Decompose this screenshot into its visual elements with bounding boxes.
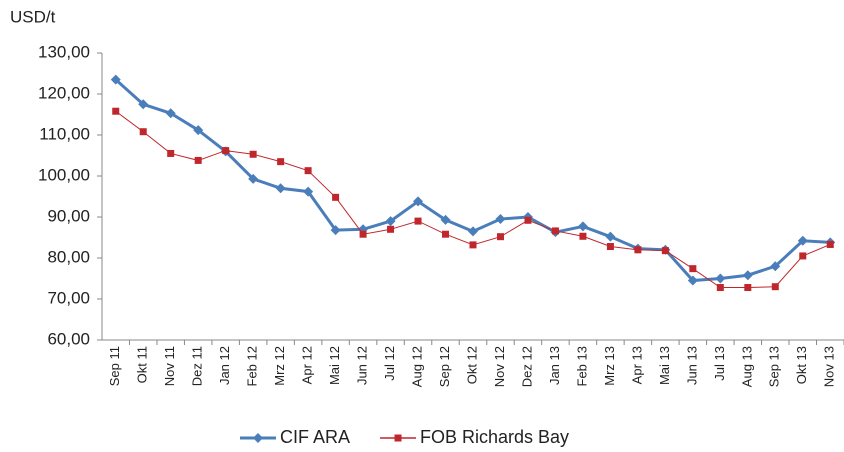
point (771, 283, 779, 291)
x-tick-label: Nov 12 (492, 346, 507, 387)
point (495, 214, 506, 225)
x-tick-label: Jul 12 (382, 346, 397, 381)
x-tick-label: Dez 11 (190, 346, 205, 386)
y-tick-label: 60,00 (47, 329, 90, 348)
point (797, 235, 808, 246)
y-tick-label: 110,00 (39, 124, 90, 143)
point (469, 241, 477, 249)
point (742, 270, 753, 281)
y-tick-label: 80,00 (47, 247, 90, 266)
y-tick-label: 120,00 (38, 83, 90, 102)
point (744, 284, 752, 292)
y-axis-label: USD/t (10, 7, 56, 26)
x-tick-label: Mai 12 (327, 346, 342, 385)
x-tick-label: Sep 13 (767, 346, 782, 387)
point (496, 233, 504, 241)
point (715, 273, 726, 284)
series-line (114, 78, 831, 283)
legend-label: FOB Richards Bay (420, 427, 569, 447)
point (524, 216, 532, 224)
x-tick-label: Jan 13 (547, 346, 562, 385)
x-tick-label: Sep 11 (107, 346, 122, 386)
x-tick-label: Okt 13 (794, 346, 809, 384)
y-tick-label: 130,00 (38, 42, 90, 61)
point (413, 196, 424, 207)
point (304, 167, 312, 175)
point (167, 149, 175, 157)
point (579, 232, 587, 240)
point (222, 147, 230, 155)
point (275, 183, 286, 194)
point (468, 226, 478, 237)
point (689, 265, 697, 273)
point (303, 186, 314, 197)
point (440, 214, 451, 225)
x-tick-label: Nov 11 (162, 346, 177, 386)
point (139, 128, 147, 136)
x-tick-label: Feb 12 (245, 346, 260, 386)
point (799, 252, 807, 260)
x-tick-label: Aug 13 (739, 346, 754, 387)
point (577, 221, 588, 232)
x-tick-label: Jun 12 (355, 346, 370, 385)
y-tick-label: 100,00 (38, 165, 90, 184)
x-tick-label: Okt 11 (135, 346, 150, 383)
x-tick-label: Aug 12 (409, 346, 424, 387)
point (359, 230, 367, 238)
point (110, 74, 121, 85)
y-tick-label: 70,00 (47, 288, 90, 307)
point (385, 216, 396, 227)
point (387, 225, 395, 233)
x-tick-label: Dez 12 (519, 346, 534, 387)
point (330, 225, 341, 236)
point (716, 284, 724, 292)
point (605, 231, 616, 242)
point (193, 125, 204, 136)
legend-marker (253, 433, 263, 443)
x-tick-label: Mai 13 (657, 346, 672, 385)
x-tick-label: Mrz 12 (272, 346, 287, 386)
x-tick-label: Mrz 13 (602, 346, 617, 386)
point (442, 230, 450, 238)
point (194, 156, 202, 164)
point (248, 173, 259, 184)
x-tick-label: Jul 13 (712, 346, 727, 381)
legend-label: CIF ARA (280, 427, 350, 447)
series-line (115, 110, 831, 289)
point (112, 107, 120, 115)
point (606, 243, 614, 251)
x-tick-label: Sep 12 (437, 346, 452, 387)
point (687, 275, 698, 286)
x-tick-label: Jan 12 (217, 346, 232, 385)
x-tick-label: Apr 12 (300, 346, 315, 384)
point (551, 227, 559, 235)
x-tick-label: Okt 12 (464, 346, 479, 384)
legend-marker (394, 434, 402, 442)
point (634, 246, 642, 254)
point (826, 240, 834, 248)
point (414, 217, 422, 225)
point (165, 108, 176, 119)
point (249, 150, 257, 158)
point (138, 99, 149, 110)
y-tick-label: 90,00 (47, 206, 90, 225)
point (770, 261, 781, 272)
point (661, 247, 669, 255)
point (332, 193, 340, 201)
x-tick-label: Jun 13 (684, 346, 699, 385)
point (277, 158, 285, 166)
x-tick-label: Apr 13 (629, 346, 644, 384)
x-tick-label: Nov 13 (822, 346, 837, 387)
x-tick-label: Feb 13 (574, 346, 589, 386)
